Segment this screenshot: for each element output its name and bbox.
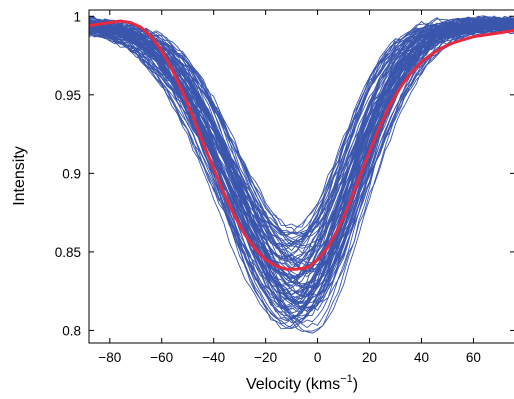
mean-profile-line: [89, 19, 514, 271]
x-axis-label: Velocity (kms−1): [246, 373, 358, 393]
ensemble-profile-line: [89, 17, 514, 286]
ensemble-profile-line: [89, 23, 514, 252]
x-axis-label-close: ): [353, 376, 358, 393]
ensemble-profile-line: [89, 25, 514, 324]
ensemble-profile-line: [89, 17, 514, 239]
y-tick-label: 1: [73, 9, 81, 24]
x-tick-label: −20: [254, 350, 277, 365]
ensemble-profile-line: [89, 23, 514, 248]
ensemble-profile-line: [89, 27, 514, 292]
ensemble-profile-line: [89, 25, 514, 332]
x-tick-label: 60: [466, 350, 481, 365]
x-tick-label: −60: [150, 350, 173, 365]
y-tick-label: 0.8: [62, 323, 81, 338]
y-axis-label: Intensity: [11, 146, 28, 206]
y-tick-label: 0.85: [55, 245, 81, 260]
ensemble-profile-line: [89, 17, 514, 329]
x-tick-label: 20: [362, 350, 377, 365]
x-tick-label: −40: [202, 350, 225, 365]
x-axis-label-main: Velocity (kms: [246, 376, 340, 393]
y-tick-label: 0.95: [55, 88, 81, 103]
x-tick-label: −80: [98, 350, 121, 365]
mean-line: [89, 19, 514, 271]
ensemble-profile-line: [89, 25, 514, 303]
x-axis-label-sup: −1: [340, 373, 353, 385]
ensemble-profile-line: [89, 25, 514, 271]
ensemble-profile-line: [89, 22, 514, 313]
x-ticks: −80 −60 −40 −20 0 20 40 60: [98, 10, 481, 365]
axes-frame: [88, 9, 514, 344]
x-tick-label: 40: [414, 350, 429, 365]
ensemble-lines: [89, 15, 514, 334]
ensemble-profile-line: [89, 26, 514, 250]
plot-area: [89, 15, 514, 334]
x-tick-label: 0: [314, 350, 322, 365]
y-tick-label: 0.9: [62, 166, 81, 181]
y-ticks: 0.8 0.85 0.9 0.95 1: [55, 9, 514, 338]
ensemble-profile-line: [89, 17, 514, 296]
